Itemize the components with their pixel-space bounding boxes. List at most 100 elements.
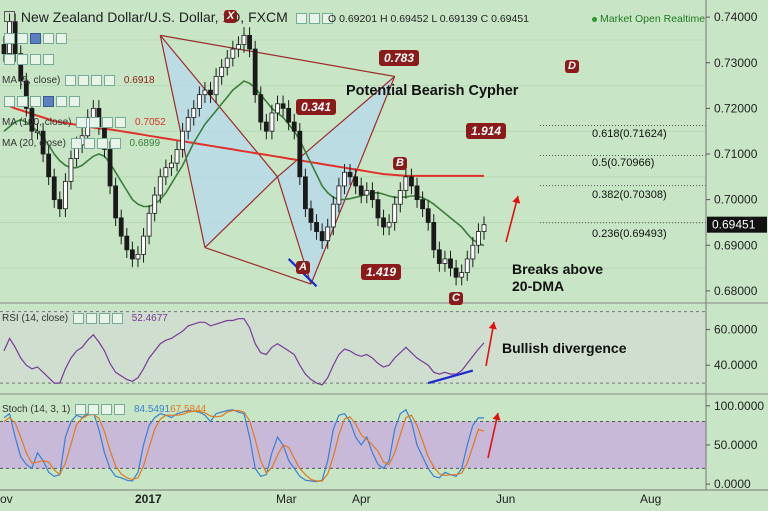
stoch-d-path <box>3 409 485 482</box>
candle-body <box>453 267 459 278</box>
candle-body <box>286 107 292 123</box>
annotation-arrows <box>485 195 521 459</box>
candle-body <box>163 167 169 178</box>
candle-body <box>302 176 308 210</box>
ma20-legend-label: MA (20, close) <box>2 138 66 150</box>
last-price-label: 0.69451 <box>712 218 756 232</box>
last-price-tag <box>707 216 767 233</box>
header-buttons[interactable] <box>294 9 333 25</box>
candle-body <box>29 107 35 132</box>
ma5-legend-buttons[interactable] <box>63 75 116 86</box>
stoch-tick-label: 50.0000 <box>714 438 758 452</box>
candle-body <box>414 185 420 201</box>
price-tick-label: 0.71000 <box>714 147 758 161</box>
candle-body <box>62 180 68 210</box>
stoch-d-value: 67.5844 <box>170 404 207 416</box>
rsi-legend-buttons[interactable] <box>71 313 123 324</box>
market-status-text: Market Open Realtime <box>600 13 706 25</box>
candle-body <box>202 89 208 96</box>
rsi-legend: RSI (14, close) 52.4677 <box>2 313 168 324</box>
stoch-legend-label: Stoch (14, 3, 1) <box>2 404 71 416</box>
candle-body <box>107 149 113 187</box>
ma20-legend-value: 0.6899 <box>129 138 161 150</box>
legend-row-2-buttons[interactable] <box>2 54 54 65</box>
chart-title: New Zealand Dollar/U.S. Dollar, 1D, FXCM <box>20 9 288 25</box>
price-tick-label: 0.73000 <box>714 56 758 70</box>
candle-body <box>174 149 180 164</box>
candle-body <box>347 171 353 178</box>
point-d-label: D <box>565 60 579 73</box>
ma20-legend: MA (20, close) 0.6899 <box>2 138 160 149</box>
ma5-legend-value: 0.6918 <box>123 75 155 87</box>
candle-body <box>35 130 40 134</box>
candle-body <box>386 222 392 228</box>
candle-body <box>397 190 403 205</box>
stoch-legend: Stoch (14, 3, 1) 84.549167.5844 <box>2 404 206 415</box>
status-dot-icon <box>592 16 597 22</box>
stoch-legend-buttons[interactable] <box>73 404 126 415</box>
candle-body <box>258 94 264 123</box>
time-tick-label: Jun <box>496 492 515 506</box>
leg-xd <box>160 34 395 78</box>
ma100-legend-buttons[interactable] <box>74 117 127 128</box>
stoch-arrow <box>487 412 499 459</box>
candle-body <box>325 226 331 242</box>
ratio-ac-label: 1.419 <box>361 264 402 280</box>
ratio-bd-label: 1.914 <box>466 123 507 139</box>
price-tick-label: 0.70000 <box>714 193 758 207</box>
candle-body <box>420 199 426 210</box>
ma20-line <box>3 80 485 247</box>
ma5-legend: MA (5, close) 0.6918 <box>2 75 155 86</box>
candle-body <box>375 199 381 219</box>
rsi-legend-value: 52.4677 <box>131 313 168 325</box>
fib-label-500: 0.5(0.70966) <box>592 157 655 169</box>
stoch-tick-label: 100.0000 <box>714 399 764 413</box>
candle-body <box>330 203 336 228</box>
rsi-legend-label: RSI (14, close) <box>2 313 69 325</box>
candle-body <box>269 112 275 132</box>
ma100-legend-value: 0.7052 <box>135 117 166 129</box>
candle-body <box>409 176 414 187</box>
price-arrow <box>505 195 519 243</box>
candle-body <box>353 176 359 187</box>
legend-row-2 <box>2 54 54 65</box>
rsi-path <box>3 318 485 386</box>
candle-body <box>436 249 442 264</box>
collapse-icon[interactable] <box>4 11 15 22</box>
legend-row-4-buttons[interactable] <box>2 96 80 107</box>
candle-body <box>275 103 280 114</box>
point-a-label: A <box>296 261 310 274</box>
stoch-tick-label: 0.0000 <box>714 477 751 491</box>
ma5-legend-label: MA (5, close) <box>2 75 61 87</box>
stoch-k-value: 84.5491 <box>133 404 171 416</box>
candle-body <box>191 107 197 118</box>
divergence-note: Bullish divergence <box>502 340 627 356</box>
price-tick-label: 0.72000 <box>714 101 758 115</box>
bcd-triangle <box>277 76 395 285</box>
candle-body <box>230 48 236 59</box>
candle-body <box>224 57 230 68</box>
rsi-tick-label: 40.0000 <box>714 358 758 372</box>
price-tick-label: 0.69000 <box>714 238 758 252</box>
legend-row-1-buttons[interactable] <box>2 33 67 44</box>
stoch-k-path <box>3 408 484 483</box>
ma20-legend-buttons[interactable] <box>69 138 121 149</box>
candle-body <box>152 194 158 214</box>
candle-body <box>185 117 191 132</box>
price-tick-label: 0.74000 <box>714 10 758 24</box>
candle-body <box>459 272 465 278</box>
leg-ab <box>204 176 278 248</box>
point-x-label: X <box>224 10 238 23</box>
candle-body <box>392 203 398 223</box>
candle-body <box>68 158 74 182</box>
candle-body <box>342 171 347 187</box>
candle-body <box>297 130 303 178</box>
candle-body <box>431 222 437 251</box>
time-tick-label: Mar <box>276 492 297 506</box>
candle-body <box>448 258 453 269</box>
rsi-arrow <box>485 321 495 367</box>
legend-row-1 <box>2 33 67 44</box>
candle-body <box>51 176 57 201</box>
